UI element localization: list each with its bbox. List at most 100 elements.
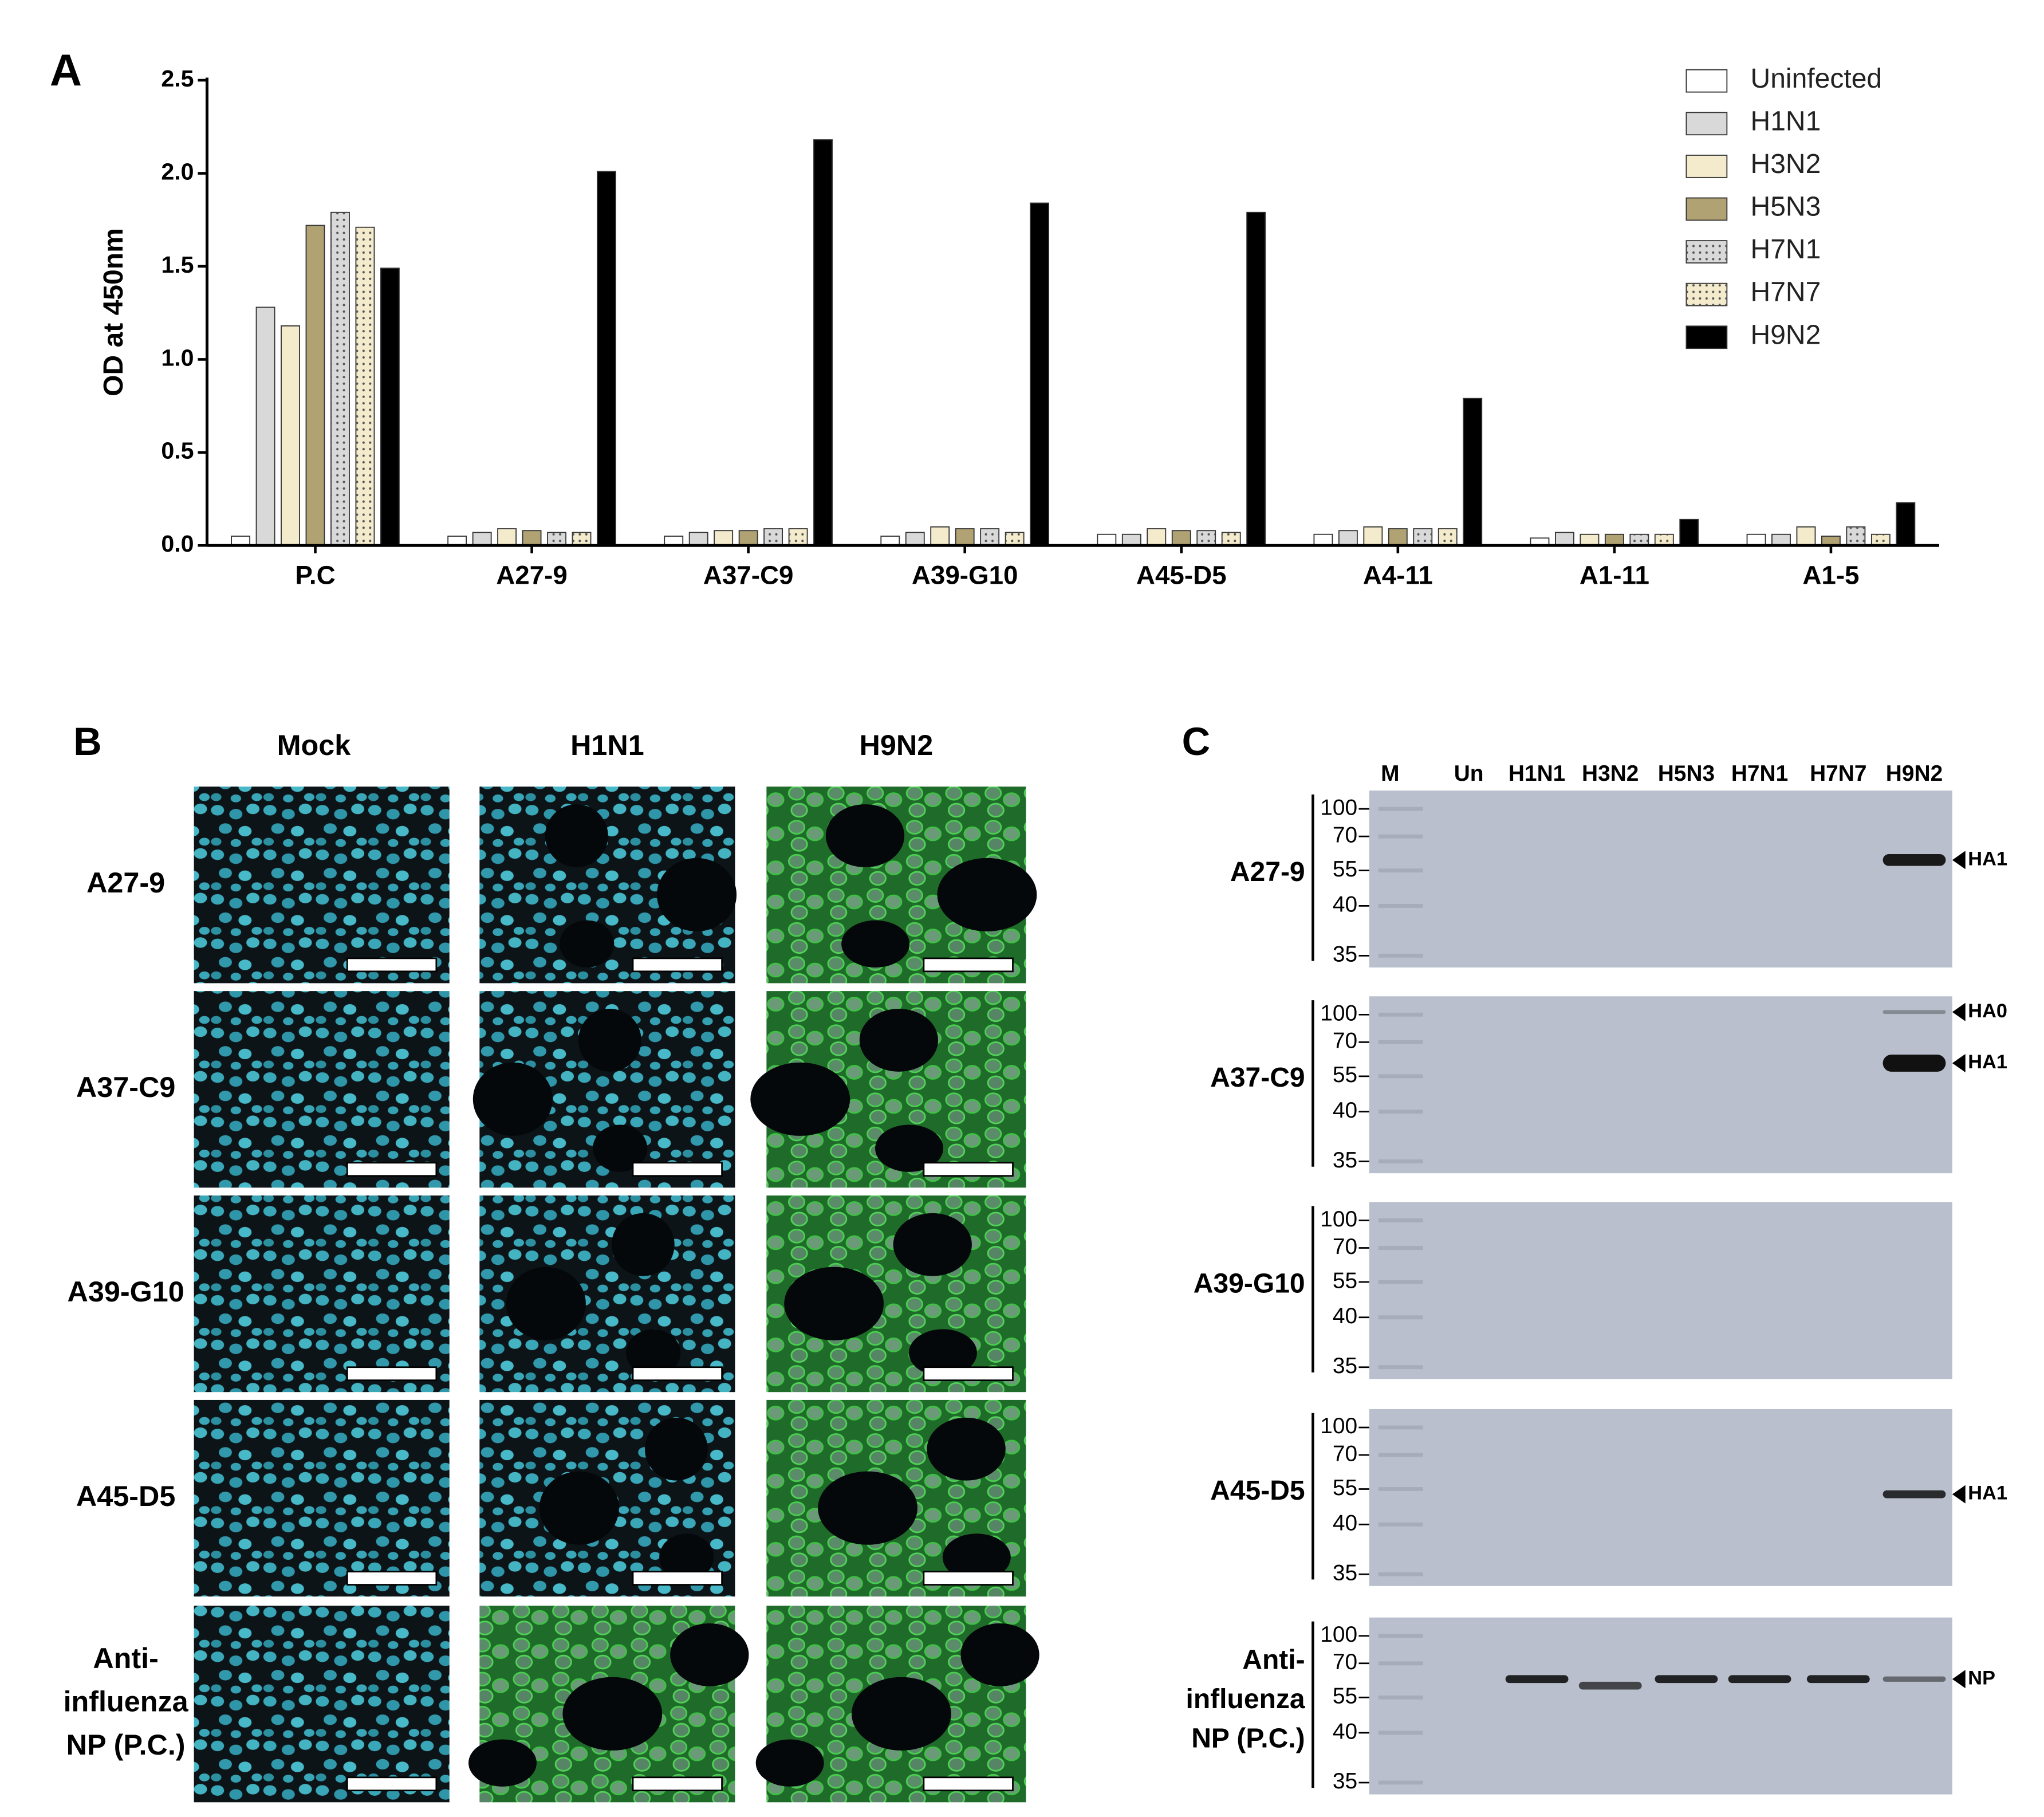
cell-free-area [562, 1677, 663, 1751]
bar [1121, 533, 1141, 546]
y-tick-label: 2.5 [161, 65, 194, 92]
scale-bar [923, 1366, 1014, 1381]
y-tick-label: 1.0 [161, 344, 194, 371]
row-label: A37-C9 [76, 1071, 175, 1103]
y-tick-label: 0.5 [161, 438, 194, 464]
bar [813, 139, 833, 546]
column-header: H1N1 [570, 729, 644, 761]
bar [930, 526, 950, 546]
bar [714, 530, 734, 546]
marker-label: 100 [1320, 1414, 1357, 1438]
legend-swatch [1685, 69, 1728, 93]
marker-label: 35 [1333, 942, 1357, 967]
cell-free-area [545, 804, 608, 867]
bar-pattern [1846, 526, 1865, 546]
bar-pattern [1222, 532, 1240, 546]
bar [1580, 533, 1600, 546]
cell-free-area [539, 1471, 619, 1545]
y-axis-label: OD at 450nm [99, 228, 129, 396]
row-label-line: influenza [64, 1685, 189, 1718]
bar [1097, 533, 1117, 546]
panel-label: C [1182, 719, 1211, 764]
cell-free-area [927, 1417, 1006, 1481]
bar-pattern [1655, 534, 1673, 546]
row-label-line: NP (P.C.) [1191, 1723, 1305, 1753]
bar-pattern [1197, 530, 1216, 546]
legend-swatch [1685, 197, 1728, 221]
panel-label: A [50, 46, 82, 95]
marker-label: 100 [1320, 1207, 1357, 1232]
micrograph [194, 1606, 450, 1803]
micrograph [194, 786, 450, 984]
bar [955, 528, 975, 546]
ladder-band [1378, 1040, 1423, 1044]
bar [1896, 502, 1916, 546]
marker-label: 35 [1333, 1769, 1357, 1794]
ladder-band [1378, 1012, 1423, 1017]
x-tick-label: A45-D5 [1136, 560, 1227, 589]
cell-free-area [750, 1062, 850, 1136]
x-tick-label: A1-5 [1802, 560, 1859, 589]
band-label: HA1 [1968, 1482, 2007, 1504]
bar-pattern [1438, 529, 1457, 546]
cell-free-area [942, 1533, 1011, 1581]
bar [738, 530, 758, 546]
ladder-band [1378, 1695, 1423, 1700]
row-label: A27-9 [1230, 857, 1305, 887]
y-tick-label: 0.0 [161, 530, 194, 557]
marker-label: 40 [1333, 892, 1357, 917]
band-label: HA1 [1968, 1051, 2007, 1073]
bar [497, 528, 517, 546]
y-tick-label: 1.5 [161, 251, 194, 278]
bar [597, 171, 616, 546]
cell-free-area [468, 1739, 537, 1787]
ladder-band [1378, 1218, 1423, 1222]
bar [1604, 533, 1624, 546]
ladder-band [1378, 868, 1423, 873]
bar [1363, 526, 1383, 546]
marker-label: 70 [1333, 1650, 1357, 1674]
lane-label: Un [1454, 761, 1484, 786]
y-tick-label: 2.0 [161, 158, 194, 184]
legend-swatch-pattern [1686, 241, 1727, 263]
micrograph [194, 1399, 450, 1597]
cell-free-area [825, 804, 905, 867]
band [1578, 1681, 1642, 1690]
ladder-band [1378, 953, 1423, 958]
micrograph [194, 991, 450, 1188]
ladder-band [1378, 1425, 1423, 1430]
bar [380, 268, 400, 546]
band-arrow [1952, 851, 1966, 870]
bar [1171, 530, 1191, 546]
cell-free-area [593, 1124, 648, 1172]
bar [1679, 518, 1699, 546]
scale-bar [632, 1776, 723, 1792]
marker-label: 40 [1333, 1304, 1357, 1328]
cell-free-area [851, 1677, 951, 1751]
row-label-line: NP (P.C.) [66, 1729, 186, 1761]
lane-label: M [1381, 761, 1399, 786]
bar-pattern [1871, 534, 1890, 546]
cell-free-area [560, 920, 615, 968]
column-header: H9N2 [860, 729, 934, 761]
row-label: A37-C9 [1210, 1063, 1305, 1093]
lane-label: H9N2 [1886, 761, 1943, 786]
bar [905, 532, 925, 546]
column-header: Mock [277, 729, 352, 761]
bar-pattern [1630, 534, 1649, 546]
bar-pattern [980, 529, 999, 546]
bar [255, 306, 275, 546]
bar [1388, 528, 1408, 546]
bar-pattern [548, 532, 566, 546]
legend-label: H7N7 [1751, 277, 1821, 308]
ladder-band [1378, 1572, 1423, 1576]
ladder-band [1378, 1661, 1423, 1666]
ladder-band [1378, 807, 1423, 811]
band-arrow [1952, 1002, 1966, 1021]
lane-label: H3N2 [1582, 761, 1639, 786]
scale-bar [923, 957, 1014, 973]
row-label: A45-D5 [76, 1480, 175, 1512]
band [1882, 1490, 1946, 1499]
ladder-band [1378, 1487, 1423, 1491]
